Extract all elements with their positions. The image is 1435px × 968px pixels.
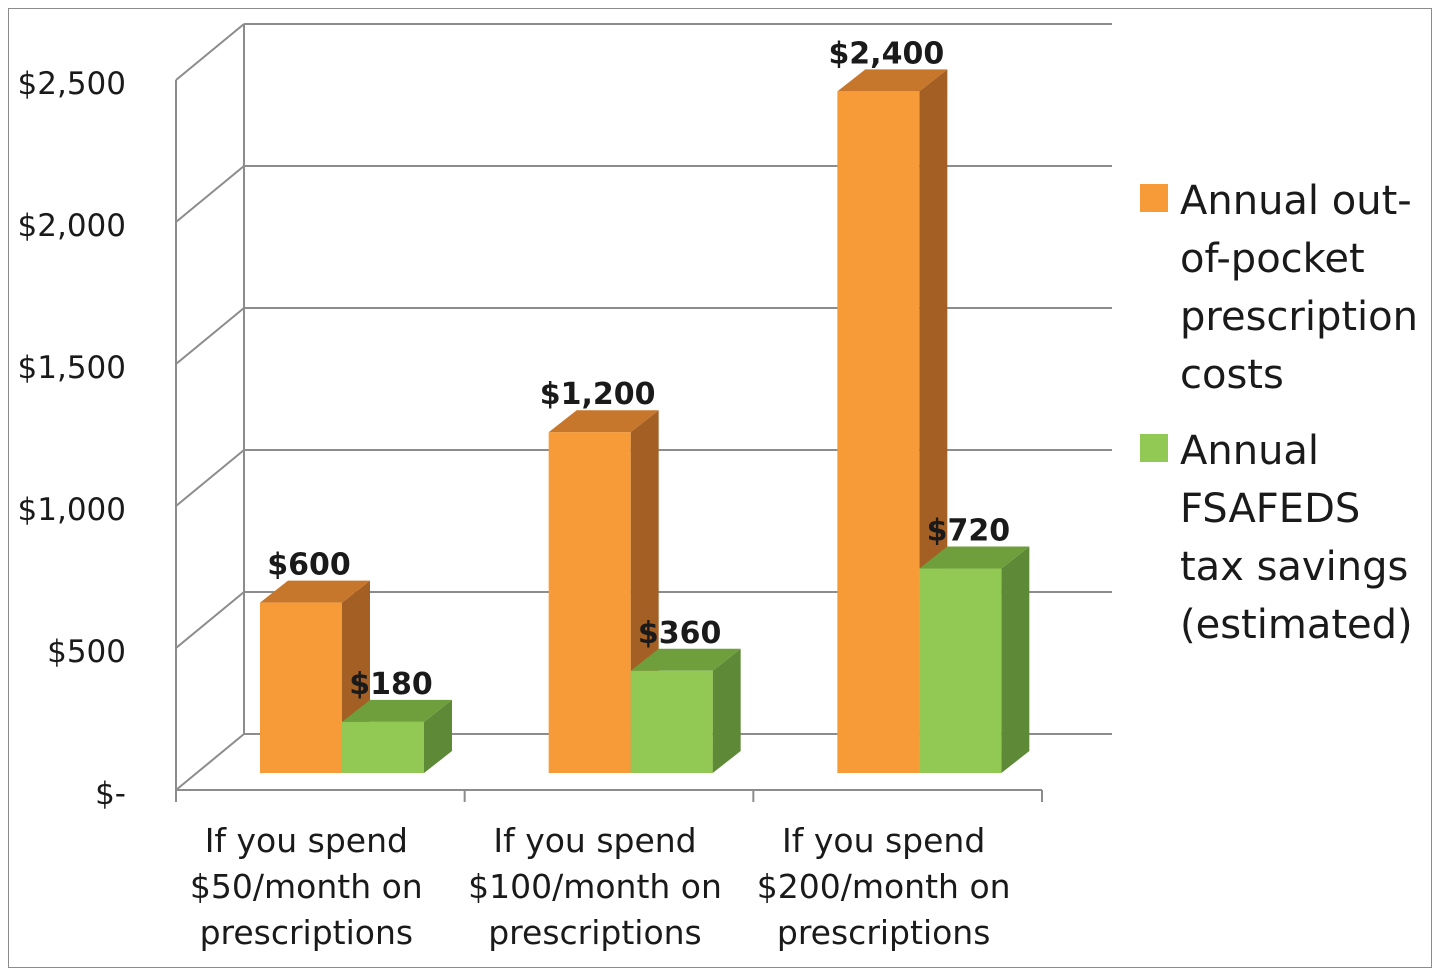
legend: Annual out- of-pocket prescription costs… [1140, 172, 1430, 654]
gridline-depth [175, 307, 245, 365]
x-category-label: $200/month on [757, 867, 1011, 906]
legend-line: costs [1180, 352, 1284, 398]
bar [342, 721, 424, 773]
x-category-label: prescriptions [777, 913, 991, 952]
bar [630, 670, 713, 773]
bar-side [712, 648, 741, 773]
y-tick-label: $- [95, 776, 126, 812]
legend-item-out-of-pocket: Annual out- of-pocket prescription costs [1140, 172, 1430, 404]
bar-top [260, 580, 370, 603]
gridline-depth [175, 591, 245, 649]
legend-swatch-green [1140, 434, 1168, 462]
bar [919, 568, 1002, 773]
x-category-label: prescriptions [488, 913, 702, 952]
gridline-depth [175, 165, 245, 223]
bar-top [342, 699, 452, 722]
x-category-label: If you spend [493, 821, 696, 860]
bar [548, 432, 631, 773]
legend-line: FSAFEDS [1180, 486, 1361, 532]
y-tick-label: $2,000 [18, 208, 126, 244]
legend-line: (estimated) [1180, 602, 1413, 648]
legend-item-tax-savings: Annual FSAFEDS tax savings (estimated) [1140, 422, 1430, 654]
bar-top [837, 69, 948, 92]
data-label: $360 [638, 616, 722, 651]
gridline-depth [175, 449, 245, 507]
bar-top [548, 410, 659, 433]
legend-line: prescription [1180, 294, 1418, 340]
bar [260, 602, 342, 773]
y-tick-label: $500 [47, 634, 126, 670]
legend-line: of-pocket [1180, 236, 1365, 282]
x-category-label: prescriptions [200, 913, 414, 952]
gridline-depth [175, 733, 245, 791]
x-category-label: If you spend [782, 821, 985, 860]
data-label: $600 [267, 548, 351, 583]
data-label: $2,400 [828, 36, 944, 71]
x-category-label: $50/month on [190, 867, 423, 906]
legend-line: Annual out- [1180, 178, 1412, 224]
x-category-label: If you spend [205, 821, 408, 860]
legend-line: Annual [1180, 428, 1320, 474]
chart-frame [8, 8, 1432, 968]
data-label: $720 [927, 514, 1011, 549]
data-label: $180 [349, 667, 433, 702]
bar-side [1001, 546, 1030, 773]
bar-top [919, 546, 1030, 569]
x-category-label: $100/month on [468, 867, 722, 906]
bar [837, 91, 920, 773]
bar-side [424, 699, 452, 773]
y-tick-label: $1,500 [18, 350, 126, 386]
gridline-depth [175, 23, 245, 81]
bar-top [630, 648, 741, 671]
y-tick-label: $1,000 [18, 492, 126, 528]
legend-swatch-orange [1140, 184, 1168, 212]
legend-line: tax savings [1180, 544, 1409, 590]
data-label: $1,200 [540, 377, 656, 412]
y-tick-label: $2,500 [18, 66, 126, 102]
